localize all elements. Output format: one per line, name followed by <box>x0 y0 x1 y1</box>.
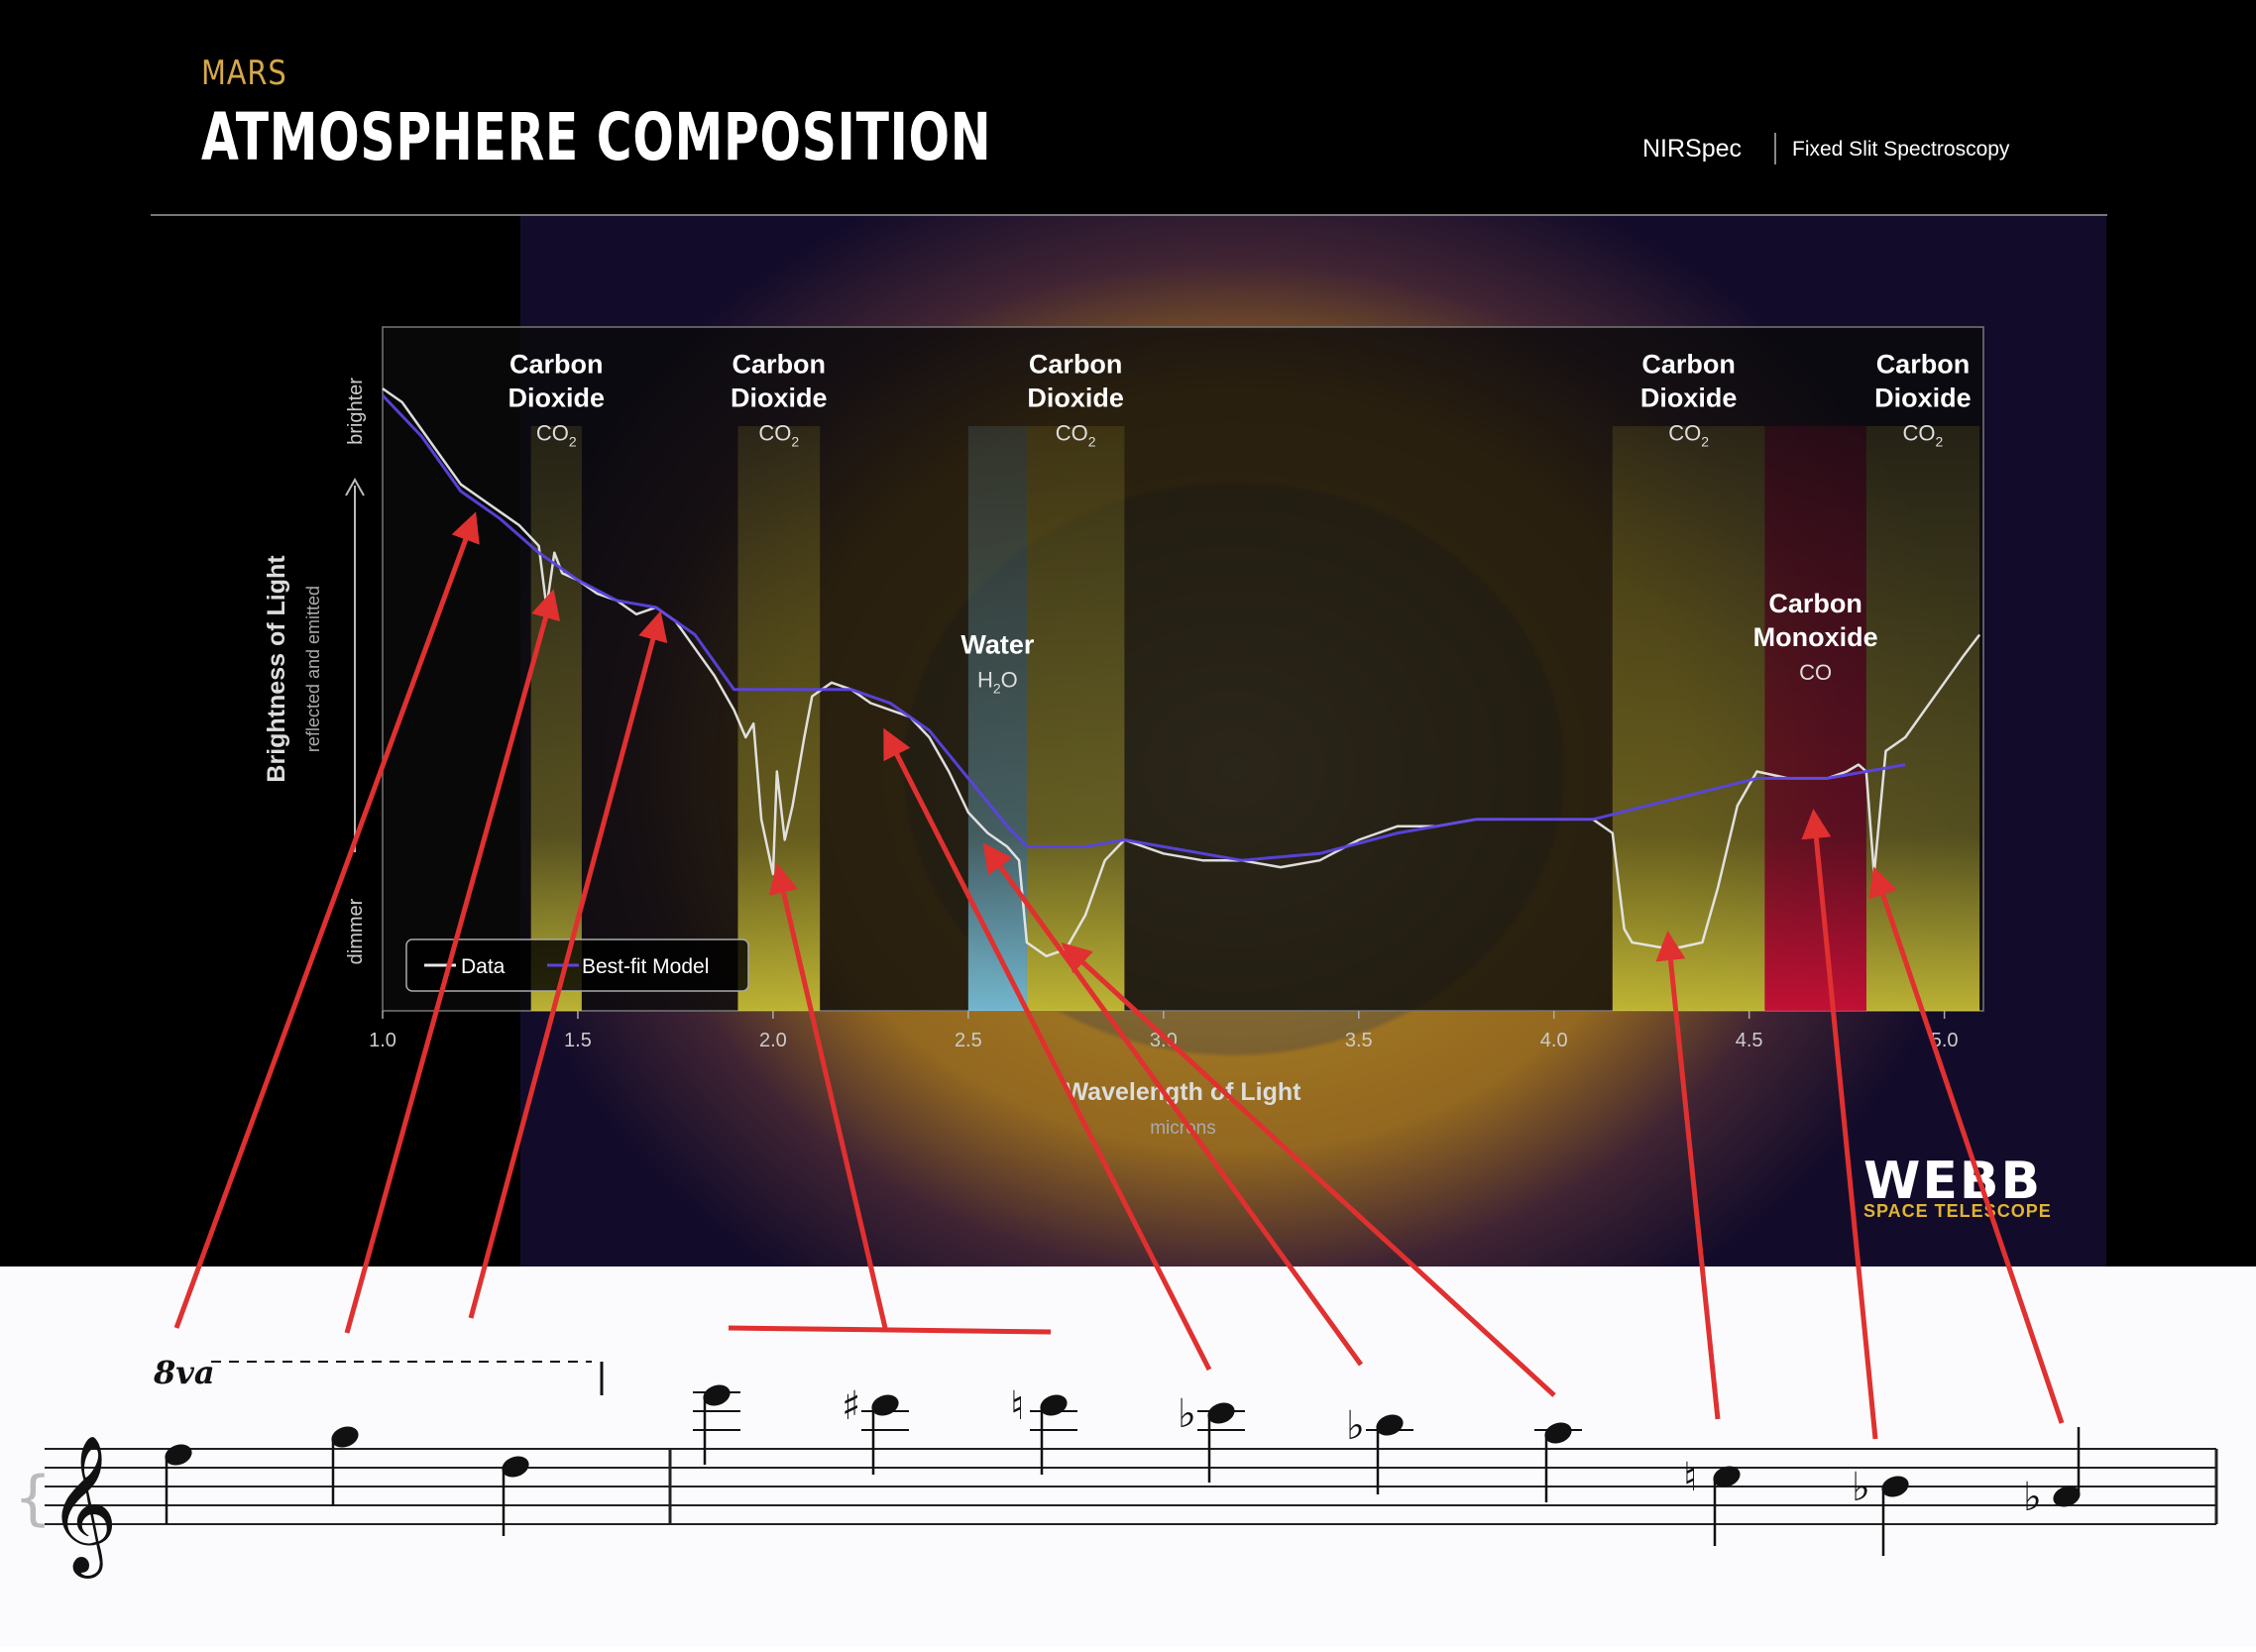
staff: 𝄞{8va ♯ ♮ ♭ ♭ ♮ ♭ ♭ <box>14 1354 2218 1579</box>
note-head <box>2053 1486 2081 1507</box>
absorption-band <box>967 426 1027 1011</box>
x-tick-label: 3.0 <box>1150 1030 1178 1051</box>
absorption-band <box>1865 426 1980 1011</box>
x-tick-label: 5.0 <box>1931 1030 1959 1051</box>
brace-icon: { <box>14 1464 52 1533</box>
band-formula-subscript: 2 <box>791 434 799 450</box>
band-label-line2: Dioxide <box>731 384 828 413</box>
band-label-line1: Carbon <box>1641 350 1736 380</box>
instrument-label: NIRSpec <box>1642 135 1743 163</box>
band-formula-suffix: O <box>1001 668 1018 693</box>
band-formula: H2O <box>977 668 1018 697</box>
note-head <box>1881 1476 1909 1497</box>
treble-clef-icon: 𝄞 <box>48 1435 118 1579</box>
y-low-label: dimmer <box>345 898 367 964</box>
band-label-line1: Carbon <box>1029 350 1123 380</box>
band-label-line2: Dioxide <box>1027 384 1124 413</box>
band-label-line1: Carbon <box>1876 350 1971 380</box>
note-head <box>1544 1422 1572 1444</box>
page-title: ATMOSPHERE COMPOSITION <box>201 99 992 175</box>
y-axis-title: Brightness of Light <box>263 555 290 783</box>
x-tick-label: 4.5 <box>1736 1030 1763 1051</box>
accidental: ♭ <box>2023 1475 2042 1520</box>
absorption-band <box>1612 426 1765 1011</box>
band-formula-subscript: 2 <box>1701 434 1709 450</box>
band-formula-subscript: 2 <box>1088 434 1096 450</box>
band-label-line1: Carbon <box>733 350 827 380</box>
spectrum-chart: CarbonDioxideCO2CarbonDioxideCO2CarbonDi… <box>263 326 1984 1139</box>
note-head <box>165 1444 192 1466</box>
absorption-band <box>1764 426 1866 1011</box>
x-tick-label: 1.5 <box>564 1030 592 1051</box>
accidental: ♭ <box>1346 1403 1365 1449</box>
band-label-line1: Carbon <box>1768 589 1862 618</box>
planet-label: MARS <box>201 54 287 93</box>
band-label-line2: Dioxide <box>1640 384 1738 413</box>
note-head <box>1713 1466 1741 1487</box>
ottava-mark: 8va <box>153 1354 215 1391</box>
note-head <box>331 1426 359 1448</box>
x-tick-label: 2.5 <box>955 1030 982 1051</box>
absorption-band <box>1026 426 1125 1011</box>
x-axis-unit: microns <box>1150 1118 1216 1139</box>
x-tick-label: 4.0 <box>1540 1030 1568 1051</box>
band-formula-subscript: 2 <box>569 434 577 450</box>
band-formula-subscript: 2 <box>993 681 1001 697</box>
accidental: ♮ <box>1010 1383 1024 1429</box>
accidental: ♯ <box>842 1383 860 1429</box>
accidental: ♮ <box>1683 1455 1697 1500</box>
note-head <box>502 1456 529 1478</box>
band-label-line2: Monoxide <box>1753 622 1878 652</box>
band-label-line2: Dioxide <box>1874 384 1972 413</box>
y-axis-subtitle: reflected and emitted <box>303 586 323 752</box>
x-axis-title: Wavelength of Light <box>1066 1078 1302 1106</box>
band-label-line2: Dioxide <box>508 384 606 413</box>
band-label-line1: Carbon <box>509 350 604 380</box>
x-tick-label: 3.5 <box>1345 1030 1373 1051</box>
note-head <box>1207 1402 1235 1424</box>
header-divider <box>1774 133 1776 165</box>
note-head <box>703 1384 731 1406</box>
band-label-line1: Water <box>960 630 1035 660</box>
y-direction-arrow-head <box>345 477 365 496</box>
header-rule <box>151 214 2107 216</box>
absorption-band <box>530 426 582 1011</box>
legend-label-data: Data <box>461 955 506 978</box>
mode-label: Fixed Slit Spectroscopy <box>1792 138 2010 161</box>
accidental: ♭ <box>1852 1465 1870 1510</box>
band-formula-subscript: 2 <box>1936 434 1944 450</box>
x-tick-label: 1.0 <box>369 1030 396 1051</box>
accidental: ♭ <box>1178 1391 1196 1437</box>
music-score: 𝄞{8va ♯ ♮ ♭ ♭ ♮ ♭ ♭ <box>0 1267 2256 1647</box>
y-high-label: brighter <box>345 378 367 445</box>
band-formula: CO <box>1799 660 1832 685</box>
legend-label-model: Best-fit Model <box>582 955 709 978</box>
x-tick-label: 2.0 <box>759 1030 787 1051</box>
